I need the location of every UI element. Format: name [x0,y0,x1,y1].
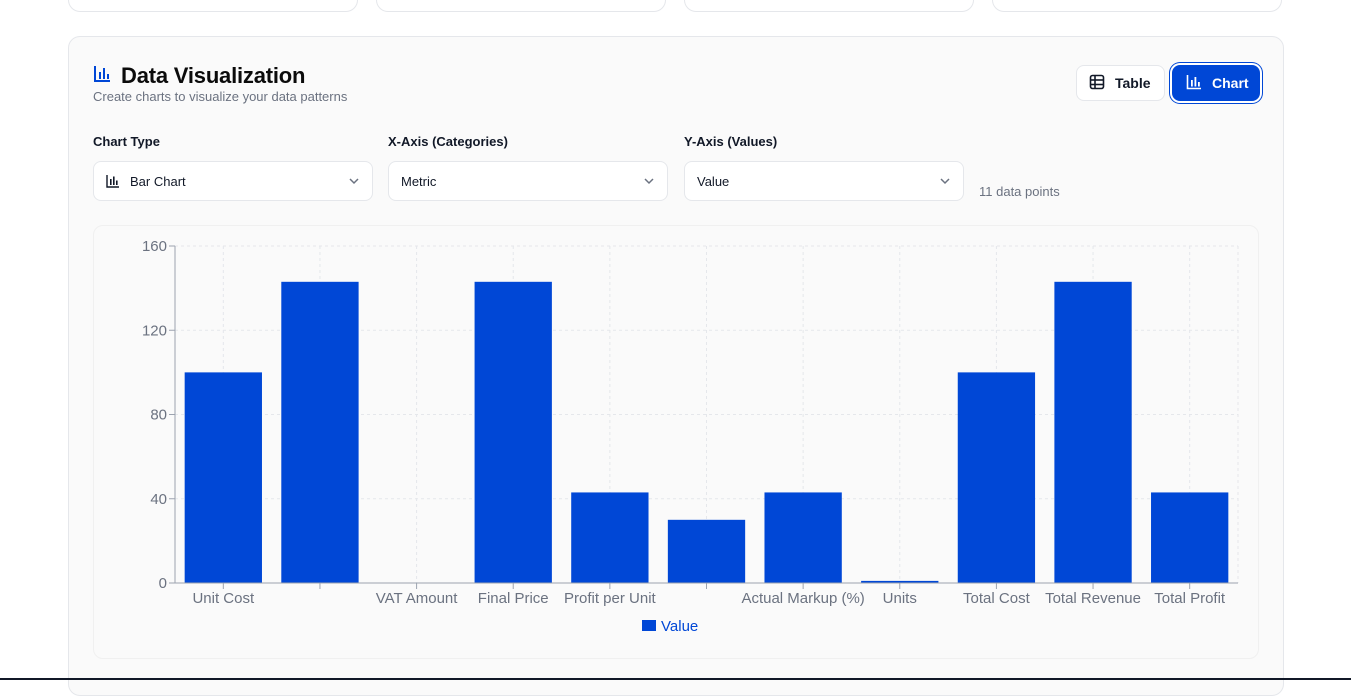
chevron-down-icon [939,175,951,190]
x-tick-label: Actual Markup (%) [741,590,864,607]
y-axis-select[interactable]: Value [684,161,964,201]
bar [667,519,746,583]
panel-header: Data Visualization [93,63,305,89]
table-view-label: Table [1115,75,1151,91]
bar [861,580,939,583]
bar [474,281,552,583]
bar-chart-icon [1186,74,1202,93]
legend-label: Value [661,618,698,635]
chart-type-select[interactable]: Bar Chart [93,161,373,201]
top-card-1 [68,0,358,12]
x-tick-label: Total Revenue [1045,590,1141,607]
top-card-3 [684,0,974,12]
x-tick-label: Total Cost [963,590,1031,607]
table-view-button[interactable]: Table [1076,65,1165,101]
chevron-down-icon [348,175,360,190]
chart-view-label: Chart [1212,75,1249,91]
bottom-divider [0,678,1351,680]
panel-title: Data Visualization [121,63,306,88]
chart-type-value: Bar Chart [130,173,186,189]
top-card-2 [376,0,666,12]
y-tick-label: 80 [150,407,167,424]
chart-view-button[interactable]: Chart [1172,65,1260,101]
bar [957,372,1036,583]
bar-chart: 0 40 80 120 160 Unit Cost VAT Amount Final Pric… [142,238,1239,635]
panel-subtitle: Create charts to visualize your data pat… [93,89,348,104]
y-tick-label: 120 [142,322,167,339]
data-points-count: 11 data points [979,184,1060,199]
x-tick-label: Profit per Unit [564,590,657,607]
bar [1054,281,1132,583]
bar [184,372,262,583]
chart-container: 0 40 80 120 160 Unit Cost VAT Amount Final Pric… [93,225,1259,659]
bar-chart-icon [93,65,111,88]
bar [571,492,649,583]
chevron-down-icon [643,175,655,190]
table-icon [1089,74,1105,93]
x-axis-select[interactable]: Metric [388,161,668,201]
x-tick-label: Units [883,590,917,607]
top-card-4 [992,0,1282,12]
data-visualization-panel: Data Visualization Create charts to visu… [68,36,1284,696]
x-axis-value: Metric [401,173,437,189]
y-tick-label: 40 [150,491,167,508]
x-tick-label: VAT Amount [376,590,459,607]
legend-swatch [642,620,656,631]
bar [281,281,359,583]
x-tick-label: Unit Cost [192,590,255,607]
y-axis-value: Value [697,173,730,189]
chart-type-label: Chart Type [93,134,160,149]
y-tick-label: 160 [142,238,167,255]
x-tick-label: Total Profit [1154,590,1226,607]
y-axis-label: Y-Axis (Values) [684,134,778,149]
bar-chart-icon [106,174,120,188]
bar [1151,492,1229,583]
y-tick-label: 0 [159,575,167,592]
x-tick-label: Final Price [478,590,549,607]
bar [764,492,842,583]
x-axis-label: X-Axis (Categories) [388,134,508,149]
